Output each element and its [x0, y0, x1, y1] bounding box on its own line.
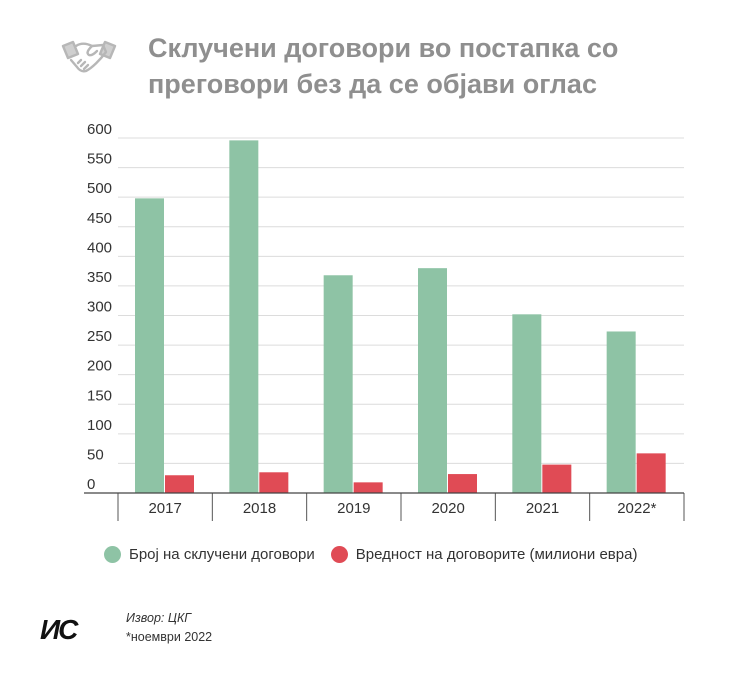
y-tick-label: 300	[87, 299, 112, 316]
bar-value	[259, 472, 289, 493]
bar-count	[606, 331, 636, 493]
bar-value	[353, 482, 383, 493]
bar-count	[512, 314, 542, 493]
x-tick-label: 2017	[148, 500, 181, 517]
y-tick-label: 400	[87, 239, 112, 256]
legend-swatch-count	[104, 546, 121, 563]
y-tick-label: 200	[87, 358, 112, 375]
y-tick-label: 600	[87, 121, 112, 138]
x-tick-label: 2019	[337, 500, 370, 517]
bar-chart: 0 50 100 150 200 250 300 350 400 450 500 550 600 2017…	[84, 121, 685, 521]
y-tick-label: 550	[87, 151, 112, 168]
handshake-icon	[61, 40, 117, 73]
y-tick-label: 100	[87, 417, 112, 434]
footnote-text: *ноември 2022	[126, 630, 213, 644]
y-tick-label: 250	[87, 328, 112, 345]
y-tick-label: 450	[87, 210, 112, 227]
x-tick-label: 2018	[243, 500, 276, 517]
chart-title: Склучени договори во постапка со прегово…	[148, 33, 619, 99]
logo: ИС	[40, 614, 80, 644]
y-tick-label: 50	[87, 446, 104, 463]
bar-count	[135, 198, 164, 493]
legend-item-value: Вредност на договорите (милиони евра)	[330, 546, 638, 563]
x-tick-label: 2022*	[617, 500, 656, 517]
legend-label-count: Број на склучени договори	[129, 546, 315, 563]
bar-count	[229, 140, 259, 493]
bar-value	[542, 464, 572, 493]
bar-value	[448, 474, 477, 493]
bar-count	[323, 275, 353, 493]
y-tick-label: 350	[87, 269, 112, 286]
legend-swatch-value	[330, 546, 348, 563]
y-tick-label: 150	[87, 387, 112, 404]
bar-value	[636, 453, 666, 493]
x-tick-label: 2020	[431, 500, 464, 517]
y-tick-label: 500	[87, 180, 112, 197]
bar-count	[418, 268, 447, 493]
y-tick-label: 0	[87, 476, 95, 493]
legend: Број на склучени договори Вредност на до…	[104, 546, 653, 563]
legend-item-count: Број на склучени договори	[104, 546, 315, 563]
x-tick-label: 2021	[526, 500, 559, 517]
bar-value	[165, 475, 194, 493]
source-text: Извор: ЦКГ	[126, 611, 192, 625]
legend-label-value: Вредност на договорите (милиони евра)	[355, 546, 638, 563]
svg-text:ИС: ИС	[40, 614, 79, 644]
source-block: Извор: ЦКГ *ноември 2022	[126, 609, 212, 647]
